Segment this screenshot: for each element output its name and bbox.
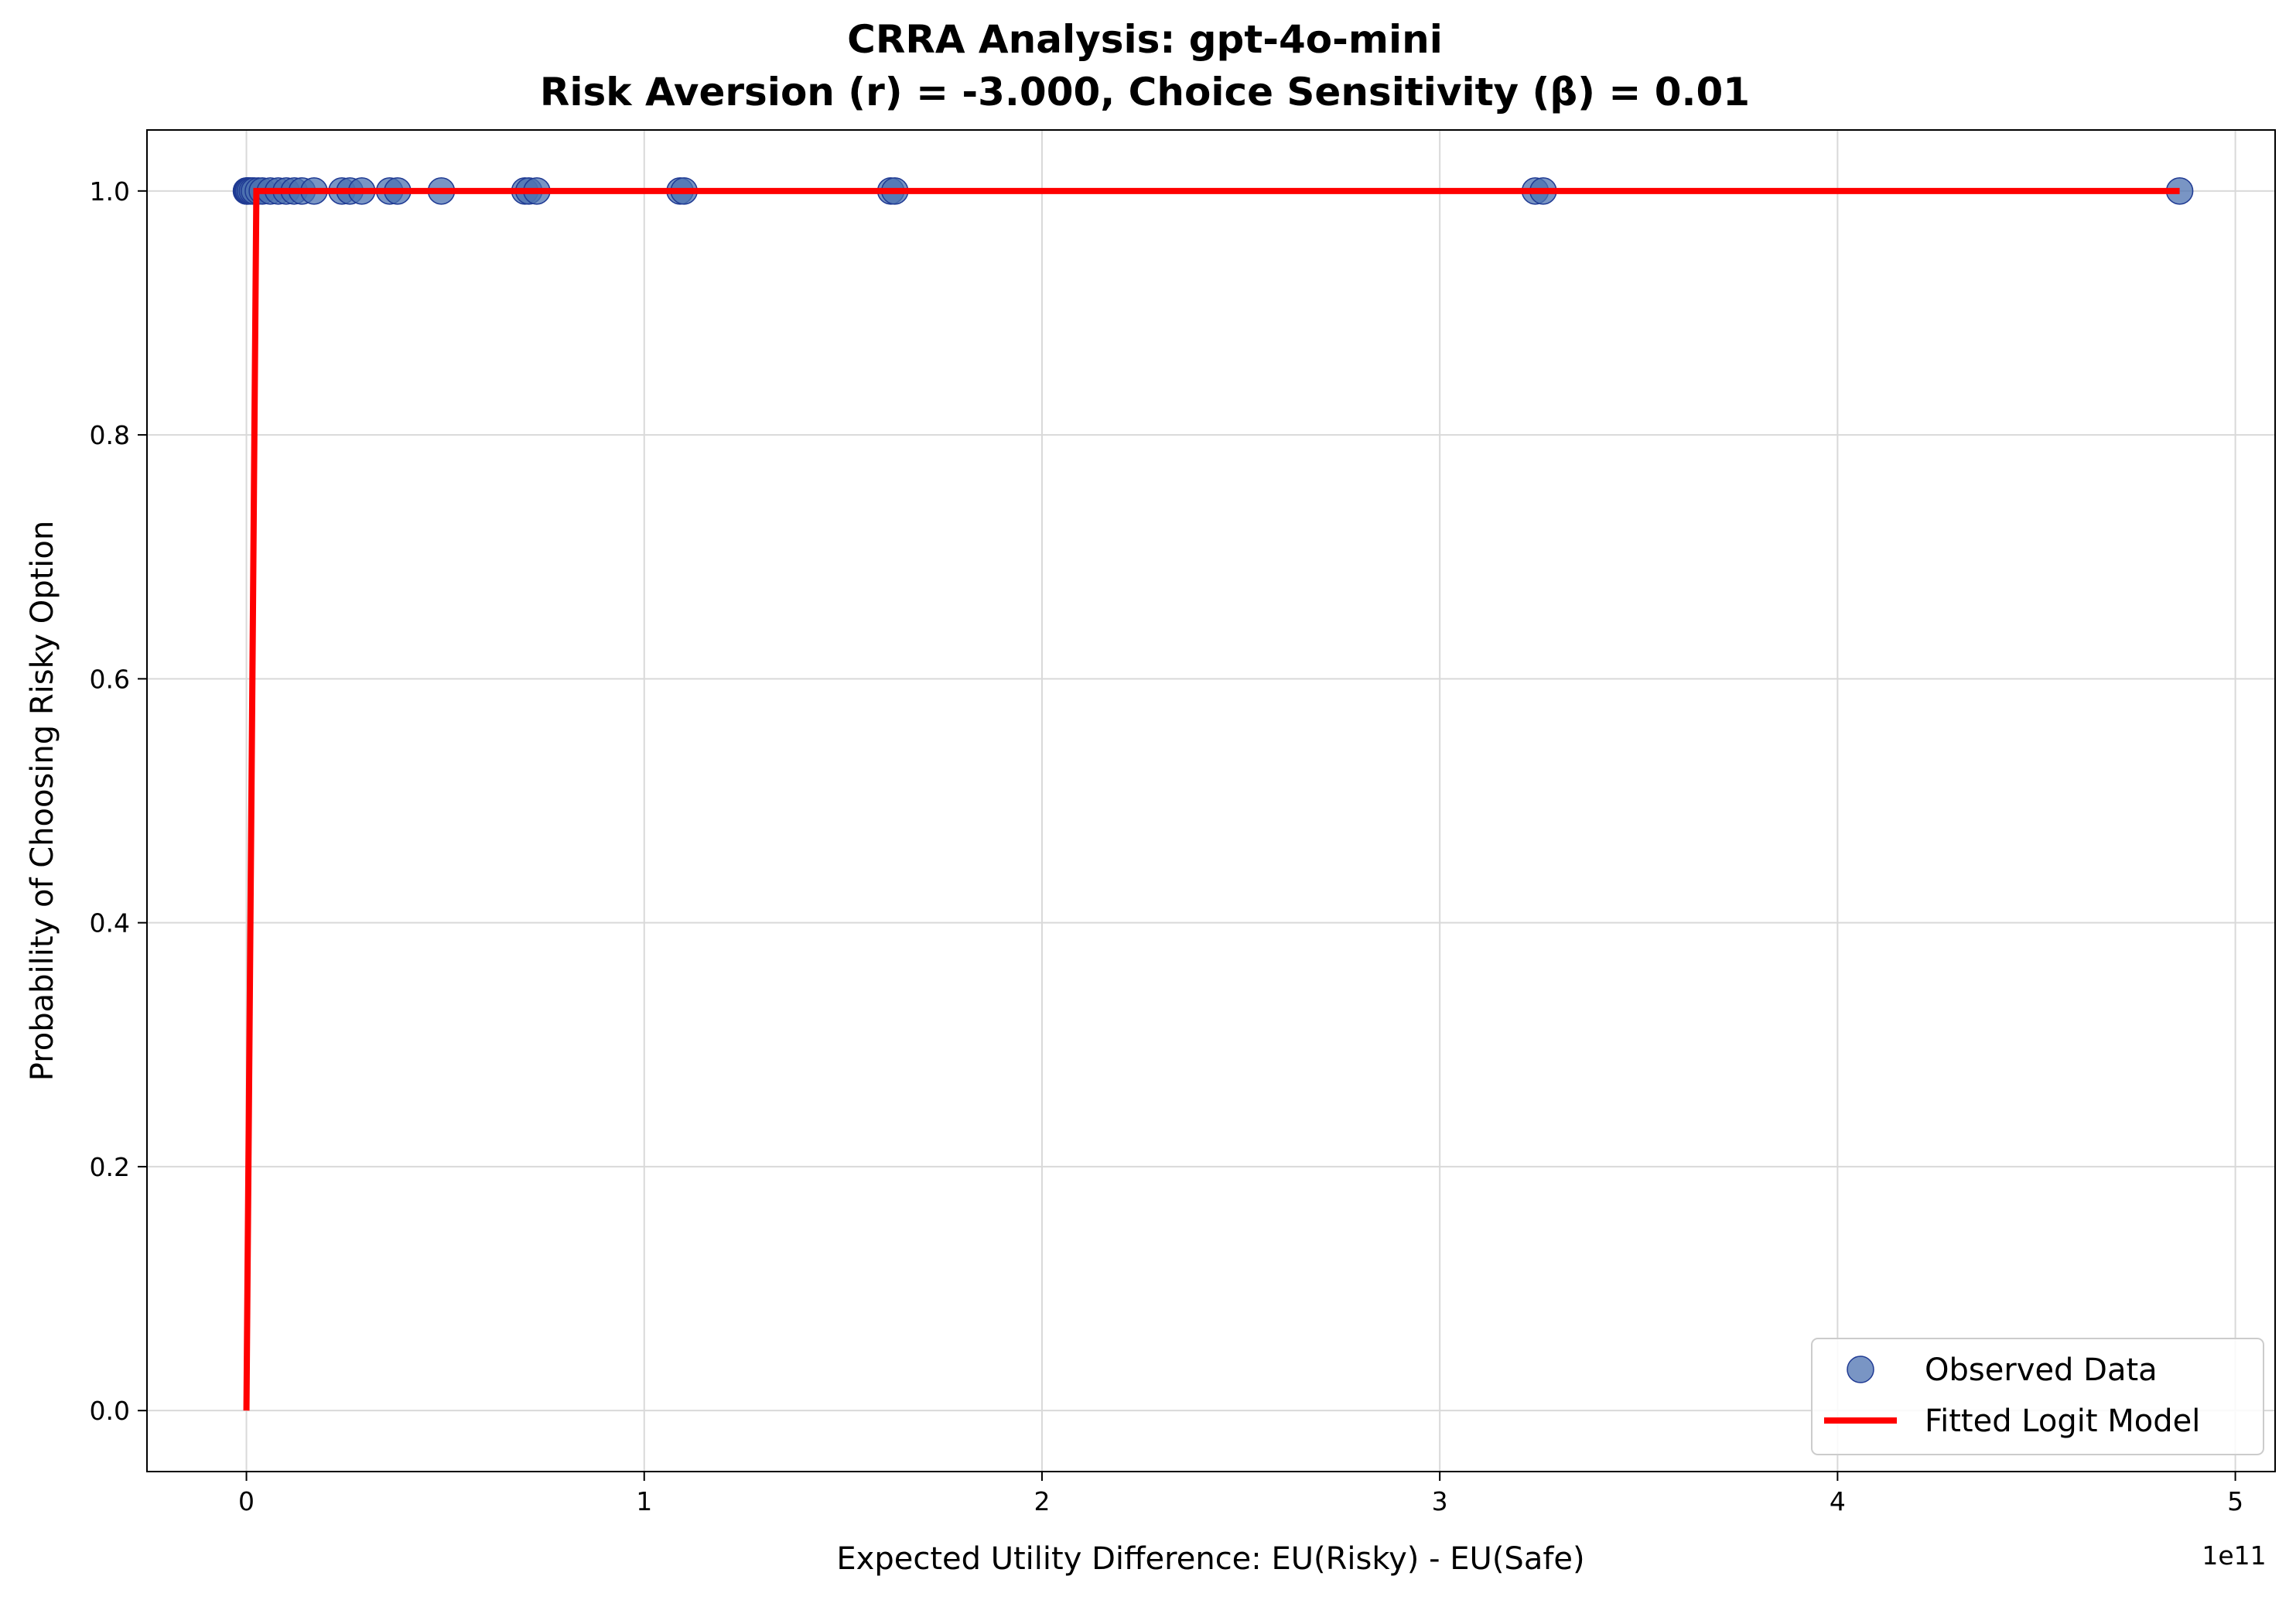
x-tick-label: 4 bbox=[1830, 1486, 1846, 1516]
x-tick-label: 5 bbox=[2227, 1486, 2243, 1516]
x-tick-label: 1 bbox=[636, 1486, 652, 1516]
x-axis-label: Expected Utility Difference: EU(Risky) -… bbox=[836, 1541, 1584, 1577]
fitted-line bbox=[243, 187, 2180, 1411]
legend-box bbox=[1811, 1338, 2264, 1455]
plot-area bbox=[146, 129, 2276, 1472]
y-axis-label: Probability of Choosing Risky Option bbox=[25, 521, 60, 1081]
x-tick-label: 3 bbox=[1432, 1486, 1448, 1516]
y-tick-label: 1.0 bbox=[90, 176, 130, 207]
legend-label-observed: Observed Data bbox=[1925, 1352, 2158, 1388]
chart-title-line1: CRRA Analysis: gpt-4o-mini bbox=[847, 17, 1443, 62]
y-tick-label: 0.0 bbox=[90, 1396, 130, 1426]
x-tick-label: 0 bbox=[238, 1486, 255, 1516]
y-tick-label: 0.4 bbox=[90, 908, 130, 938]
x-tick-label: 2 bbox=[1034, 1486, 1050, 1516]
chart-title-line2: Risk Aversion (r) = -3.000, Choice Sensi… bbox=[540, 70, 1750, 115]
legend: Observed Data Fitted Logit Model bbox=[1811, 1338, 2264, 1455]
legend-label-fitted: Fitted Logit Model bbox=[1925, 1403, 2200, 1439]
y-tick-label: 0.8 bbox=[90, 420, 130, 450]
y-tick-label: 0.2 bbox=[90, 1152, 130, 1182]
data-layer bbox=[232, 177, 2194, 1411]
x-offset-label: 1e11 bbox=[2202, 1540, 2266, 1571]
axis-ticks: 0 1 2 3 4 5 0.0 0.2 0.4 0.6 0.8 1.0 bbox=[90, 176, 2244, 1516]
y-tick-label: 0.6 bbox=[90, 664, 130, 694]
legend-marker-observed bbox=[1847, 1356, 1874, 1383]
grid bbox=[147, 130, 2275, 1472]
